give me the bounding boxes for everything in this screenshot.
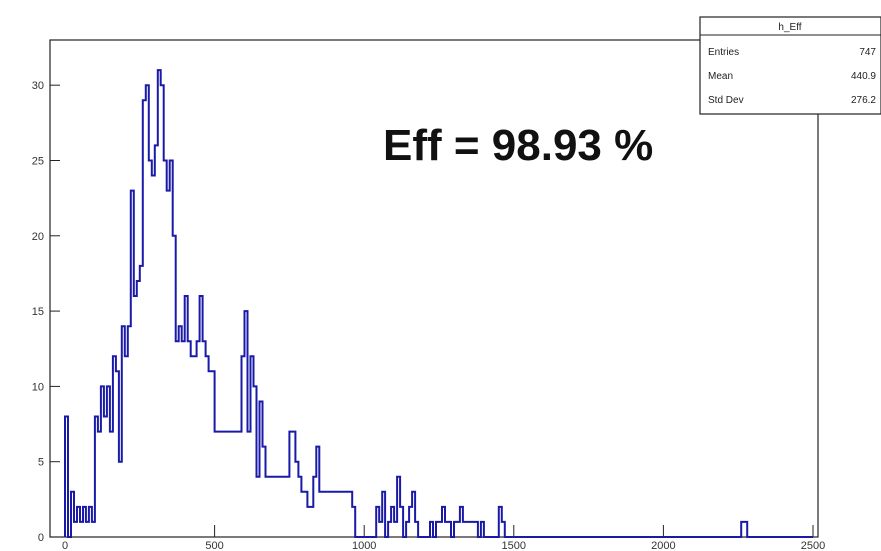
- histogram-bin: [469, 522, 472, 537]
- histogram-bin: [197, 341, 200, 537]
- histogram-bin: [340, 492, 343, 537]
- histogram-bin: [310, 507, 313, 537]
- histogram-bin: [328, 492, 331, 537]
- histogram-bin: [140, 266, 143, 537]
- histogram-bin: [394, 522, 397, 537]
- efficiency-annotation: Eff = 98.93 %: [383, 121, 653, 170]
- stats-mean-value: 440.9: [851, 71, 876, 82]
- histogram-bin: [248, 432, 251, 537]
- x-tick-label: 500: [205, 540, 223, 551]
- histogram-bin: [203, 341, 206, 537]
- y-tick-label: 10: [32, 381, 44, 393]
- y-tick-label: 20: [32, 231, 44, 243]
- y-tick-label: 5: [38, 457, 44, 469]
- histogram-bin: [221, 432, 224, 537]
- histogram-bin: [164, 161, 167, 538]
- histogram-bin: [325, 492, 328, 537]
- histogram-bin: [472, 522, 475, 537]
- stats-mean-label: Mean: [708, 71, 733, 82]
- stats-stddev-label: Std Dev: [708, 95, 744, 106]
- stats-entries-value: 747: [859, 47, 876, 58]
- histogram-bin: [149, 161, 152, 538]
- histogram-bin: [227, 432, 230, 537]
- histogram-bin: [119, 462, 122, 537]
- x-tick-label: 1000: [352, 540, 376, 551]
- histogram-bin: [379, 522, 382, 537]
- histogram-bin: [179, 326, 182, 537]
- histogram-bin: [346, 492, 349, 537]
- histogram-bin: [104, 417, 107, 538]
- histogram-bin: [286, 477, 289, 537]
- histogram-bin: [257, 477, 260, 537]
- histogram-bin: [92, 522, 95, 537]
- histogram-bin: [230, 432, 233, 537]
- y-tick-label: 30: [32, 80, 44, 92]
- histogram-bin: [167, 191, 170, 537]
- stats-stddev-value: 276.2: [851, 95, 876, 106]
- histogram-bin: [98, 432, 101, 537]
- histogram-bin: [215, 432, 218, 537]
- stats-box-frame: [699, 16, 881, 115]
- histogram-bin: [233, 432, 236, 537]
- histogram-bin: [194, 356, 197, 537]
- histogram-bin: [269, 477, 272, 537]
- histogram-bin: [86, 522, 89, 537]
- histogram-bin: [239, 432, 242, 537]
- histogram-bin: [439, 522, 442, 537]
- x-tick-label: 2000: [651, 540, 675, 551]
- histogram-bin: [110, 432, 113, 537]
- histogram-bin: [334, 492, 337, 537]
- histogram-bin: [206, 356, 209, 537]
- histogram-bin: [188, 341, 191, 537]
- histogram-bin: [125, 356, 128, 537]
- histogram-bin: [274, 477, 277, 537]
- histogram-bin: [271, 477, 274, 537]
- histogram-bin: [155, 145, 158, 537]
- histogram-bin: [283, 477, 286, 537]
- histogram-outline: [64, 69, 813, 538]
- histogram-bin: [280, 477, 283, 537]
- histogram-bin: [134, 296, 137, 537]
- histogram-bin: [337, 492, 340, 537]
- histogram-bin: [319, 492, 322, 537]
- stats-entries-label: Entries: [708, 47, 739, 58]
- y-tick-label: 0: [38, 532, 44, 544]
- x-tick-label: 2500: [801, 540, 825, 551]
- histogram-bin: [191, 356, 194, 537]
- histogram-bin: [182, 341, 185, 537]
- histogram-bin: [445, 522, 448, 537]
- histogram-bin: [218, 432, 221, 537]
- histogram-bin: [307, 507, 310, 537]
- histogram-bin: [266, 477, 269, 537]
- stats-box-title: h_Eff: [778, 22, 801, 33]
- x-tick-label: 0: [62, 540, 68, 551]
- histogram-bin: [209, 371, 212, 537]
- histogram-bin: [80, 522, 83, 537]
- histogram-bin: [137, 281, 140, 537]
- y-tick-label: 15: [32, 306, 44, 318]
- histogram-bin: [236, 432, 239, 537]
- histogram-bin: [176, 341, 179, 537]
- histogram-bin: [74, 522, 77, 537]
- histogram-bin: [224, 432, 227, 537]
- histogram-bin: [152, 176, 155, 538]
- y-tick-label: 25: [32, 155, 44, 167]
- histogram-bin: [466, 522, 469, 537]
- histogram-bin: [463, 522, 466, 537]
- histogram-bin: [277, 477, 280, 537]
- x-tick-label: 1500: [502, 540, 526, 551]
- histogram-bin: [343, 492, 346, 537]
- x-axis: 0 500 1000 1500 2000 2500: [62, 525, 825, 551]
- y-axis: 0 5 10 15 20 25 30: [32, 80, 60, 544]
- histogram-bin: [301, 492, 304, 537]
- histogram-bin: [128, 326, 131, 537]
- stats-box: h_Eff Entries 747 Mean 440.9 Std Dev 276…: [699, 16, 881, 115]
- histogram-bin: [322, 492, 325, 537]
- histogram-bin: [457, 522, 460, 537]
- histogram-bin: [331, 492, 334, 537]
